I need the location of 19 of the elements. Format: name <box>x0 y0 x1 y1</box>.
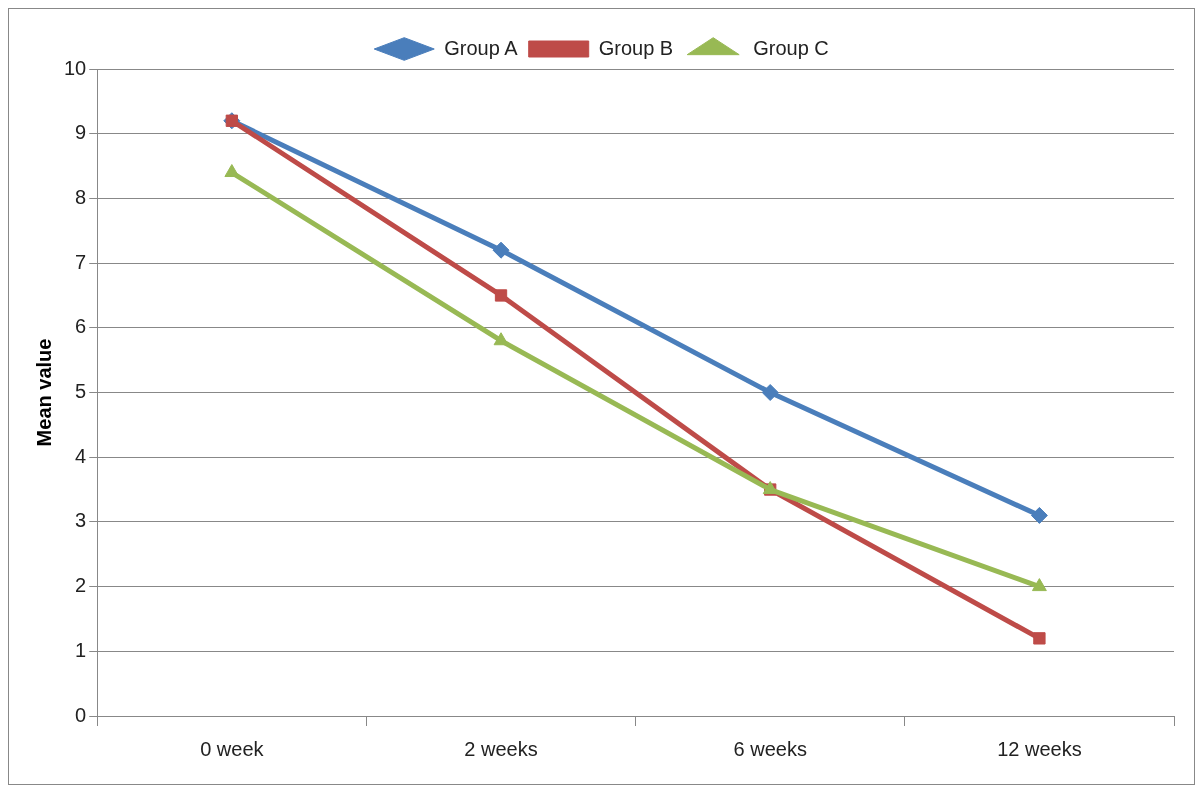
x-tick-label: 6 weeks <box>733 737 807 760</box>
y-tick-label: 1 <box>75 638 87 661</box>
x-tick-label: 0 week <box>200 737 265 760</box>
y-tick-label: 10 <box>64 56 87 79</box>
y-tick-label: 5 <box>75 380 87 403</box>
x-tick-label: 12 weeks <box>997 737 1082 760</box>
y-tick-label: 7 <box>75 250 87 273</box>
y-tick-label: 9 <box>75 121 87 144</box>
legend-label: Group B <box>598 36 674 59</box>
y-tick-label: 0 <box>75 703 87 726</box>
y-tick-label: 8 <box>75 185 87 208</box>
legend-label: Group C <box>753 36 829 59</box>
legend-label: Group A <box>444 36 519 59</box>
y-tick-label: 2 <box>75 574 87 597</box>
y-axis-title: Mean value <box>32 338 55 447</box>
y-tick-label: 6 <box>75 315 87 338</box>
x-tick-label: 2 weeks <box>464 737 538 760</box>
y-tick-label: 4 <box>75 444 87 467</box>
y-tick-label: 3 <box>75 509 87 532</box>
